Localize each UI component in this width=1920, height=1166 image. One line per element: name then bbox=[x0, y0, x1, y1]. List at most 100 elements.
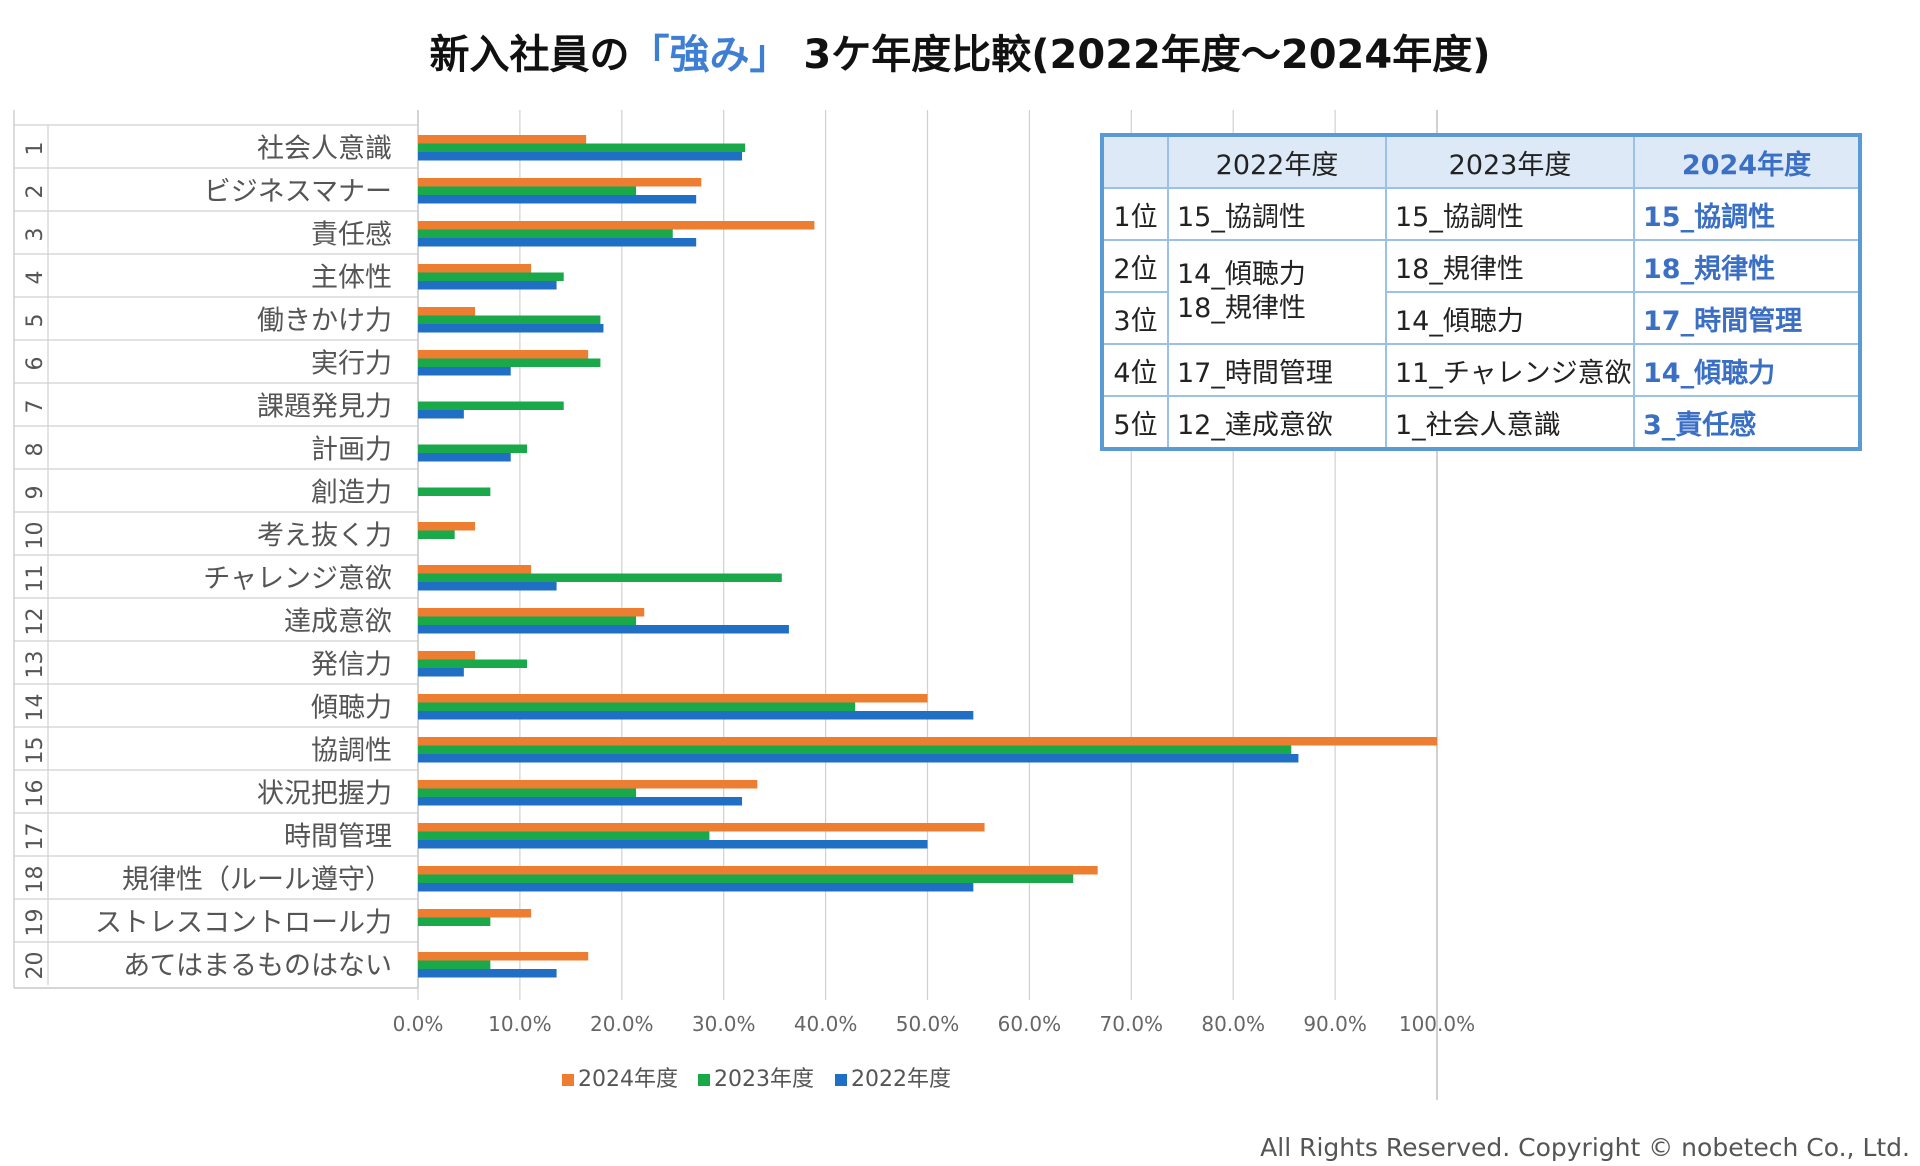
category-number: 18 bbox=[23, 866, 48, 894]
legend-label: 2022年度 bbox=[851, 1067, 951, 1092]
bar-2024年度-11 bbox=[418, 565, 532, 574]
bar-2024年度-1 bbox=[418, 135, 587, 144]
ranking-table: 2022年度 2023年度 2024年度 1位 15_協調性 15_協調性 15… bbox=[1100, 133, 1862, 451]
rank23-2022-line2: 18_規律性 bbox=[1177, 293, 1306, 324]
legend-swatch bbox=[562, 1074, 574, 1086]
bar-2024年度-20 bbox=[418, 952, 589, 961]
category-axis: 1 社会人意識 2 ビジネスマナー 3 責任感 4 主体性 5 働きかけ力 6 実行力 7 課題発見力 8 計… bbox=[14, 124, 418, 985]
rank3-2024: 17_時間管理 bbox=[1633, 291, 1861, 345]
category-number: 14 bbox=[23, 694, 48, 722]
category-number: 7 bbox=[23, 400, 48, 414]
rank-row-2: 2位 14_傾聴力 18_規律性 18_規律性 18_規律性 bbox=[1101, 239, 1861, 345]
rank1-2024: 15_協調性 bbox=[1633, 187, 1861, 241]
bar-2024年度-14 bbox=[418, 694, 928, 703]
header-2022: 2022年度 bbox=[1167, 134, 1387, 189]
category-number: 4 bbox=[23, 271, 48, 285]
category-number: 5 bbox=[23, 314, 48, 328]
category-label: 考え抜く力 bbox=[257, 521, 392, 552]
rank-label: 1位 bbox=[1101, 187, 1169, 241]
rank4-2022: 17_時間管理 bbox=[1167, 343, 1387, 397]
bar-2022年度-20 bbox=[418, 969, 557, 978]
bar-2023年度-9 bbox=[418, 487, 491, 496]
bar-2024年度-12 bbox=[418, 608, 645, 617]
rank-label: 2位 bbox=[1101, 239, 1169, 293]
bar-2024年度-18 bbox=[418, 866, 1098, 875]
bar-2023年度-17 bbox=[418, 831, 710, 840]
bar-2024年度-2 bbox=[418, 178, 702, 187]
rank5-2022: 12_達成意欲 bbox=[1167, 395, 1387, 450]
category-label: ビジネスマナー bbox=[204, 177, 392, 208]
category-label: ストレスコントロール力 bbox=[95, 908, 392, 939]
category-number: 8 bbox=[23, 443, 48, 457]
rank5-2023: 1_社会人意識 bbox=[1385, 395, 1635, 450]
legend-label: 2024年度 bbox=[578, 1067, 678, 1092]
bar-2023年度-10 bbox=[418, 530, 455, 539]
x-tick-label: 50.0% bbox=[896, 1012, 960, 1036]
bar-2023年度-3 bbox=[418, 229, 673, 238]
bar-2023年度-14 bbox=[418, 702, 856, 711]
category-label: 責任感 bbox=[311, 220, 392, 251]
category-label: 主体性 bbox=[311, 263, 392, 294]
chart-title-highlight: 「強み」 bbox=[630, 32, 790, 78]
legend-label: 2023年度 bbox=[714, 1067, 814, 1092]
chart-title-prefix: 新入社員の bbox=[430, 32, 630, 78]
bar-2022年度-2 bbox=[418, 195, 697, 204]
bar-2022年度-6 bbox=[418, 367, 511, 376]
bar-2023年度-19 bbox=[418, 917, 491, 926]
bar-2022年度-18 bbox=[418, 883, 974, 892]
rank23-2022-merged: 14_傾聴力 18_規律性 bbox=[1167, 239, 1387, 345]
bar-2023年度-2 bbox=[418, 186, 637, 195]
category-label: 働きかけ力 bbox=[257, 306, 392, 337]
rank-row-3: 3位 14_傾聴力 17_時間管理 bbox=[1101, 291, 1861, 345]
legend-swatch bbox=[835, 1074, 847, 1086]
rank2-2023: 18_規律性 bbox=[1385, 239, 1635, 293]
bar-2022年度-16 bbox=[418, 797, 743, 806]
rank-row-1: 1位 15_協調性 15_協調性 15_協調性 bbox=[1101, 187, 1861, 241]
category-label: 達成意欲 bbox=[284, 607, 392, 638]
legend: 2024年度 2023年度 2022年度 bbox=[562, 1067, 951, 1092]
category-label: 課題発見力 bbox=[257, 392, 392, 423]
bar-2024年度-19 bbox=[418, 909, 532, 918]
category-label: 傾聴力 bbox=[311, 693, 392, 724]
bar-2023年度-13 bbox=[418, 659, 528, 668]
rank-label: 3位 bbox=[1101, 291, 1169, 345]
bar-2022年度-4 bbox=[418, 281, 557, 290]
rank4-2024: 14_傾聴力 bbox=[1633, 343, 1861, 397]
category-number: 3 bbox=[23, 228, 48, 242]
category-number: 12 bbox=[23, 608, 48, 636]
bar-2022年度-8 bbox=[418, 453, 511, 462]
category-label: 実行力 bbox=[311, 349, 392, 380]
bar-2022年度-17 bbox=[418, 840, 928, 849]
category-number: 10 bbox=[23, 522, 48, 550]
x-tick-label: 0.0% bbox=[393, 1012, 444, 1036]
bar-2023年度-1 bbox=[418, 143, 746, 152]
bar-2024年度-16 bbox=[418, 780, 758, 789]
category-number: 1 bbox=[23, 142, 48, 156]
bar-2023年度-8 bbox=[418, 444, 528, 453]
header-2024: 2024年度 bbox=[1633, 134, 1861, 189]
rank-row-5: 5位 12_達成意欲 1_社会人意識 3_責任感 bbox=[1101, 395, 1861, 450]
bar-2023年度-20 bbox=[418, 960, 491, 969]
category-number: 13 bbox=[23, 651, 48, 679]
bar-2022年度-12 bbox=[418, 625, 789, 634]
bar-2022年度-14 bbox=[418, 711, 974, 720]
category-number: 2 bbox=[23, 185, 48, 199]
category-number: 19 bbox=[23, 909, 48, 937]
rank-row-4: 4位 17_時間管理 11_チャレンジ意欲 14_傾聴力 bbox=[1101, 343, 1861, 397]
bar-2023年度-4 bbox=[418, 272, 564, 281]
rank1-2023: 15_協調性 bbox=[1385, 187, 1635, 241]
category-label: 規律性（ルール遵守） bbox=[122, 865, 392, 896]
bar-2022年度-1 bbox=[418, 152, 743, 161]
x-tick-label: 40.0% bbox=[794, 1012, 858, 1036]
chart-title: 新入社員の「強み」 3ケ年度比較(2022年度～2024年度) bbox=[430, 32, 1491, 78]
category-label: 社会人意識 bbox=[257, 134, 392, 165]
x-tick-label: 10.0% bbox=[488, 1012, 552, 1036]
category-number: 6 bbox=[23, 357, 48, 371]
bar-2022年度-7 bbox=[418, 410, 464, 419]
rank3-2023: 14_傾聴力 bbox=[1385, 291, 1635, 345]
rank-label: 5位 bbox=[1101, 395, 1169, 450]
category-label: 状況把握力 bbox=[257, 779, 392, 810]
x-tick-label: 100.0% bbox=[1399, 1012, 1475, 1036]
x-tick-label: 30.0% bbox=[692, 1012, 756, 1036]
